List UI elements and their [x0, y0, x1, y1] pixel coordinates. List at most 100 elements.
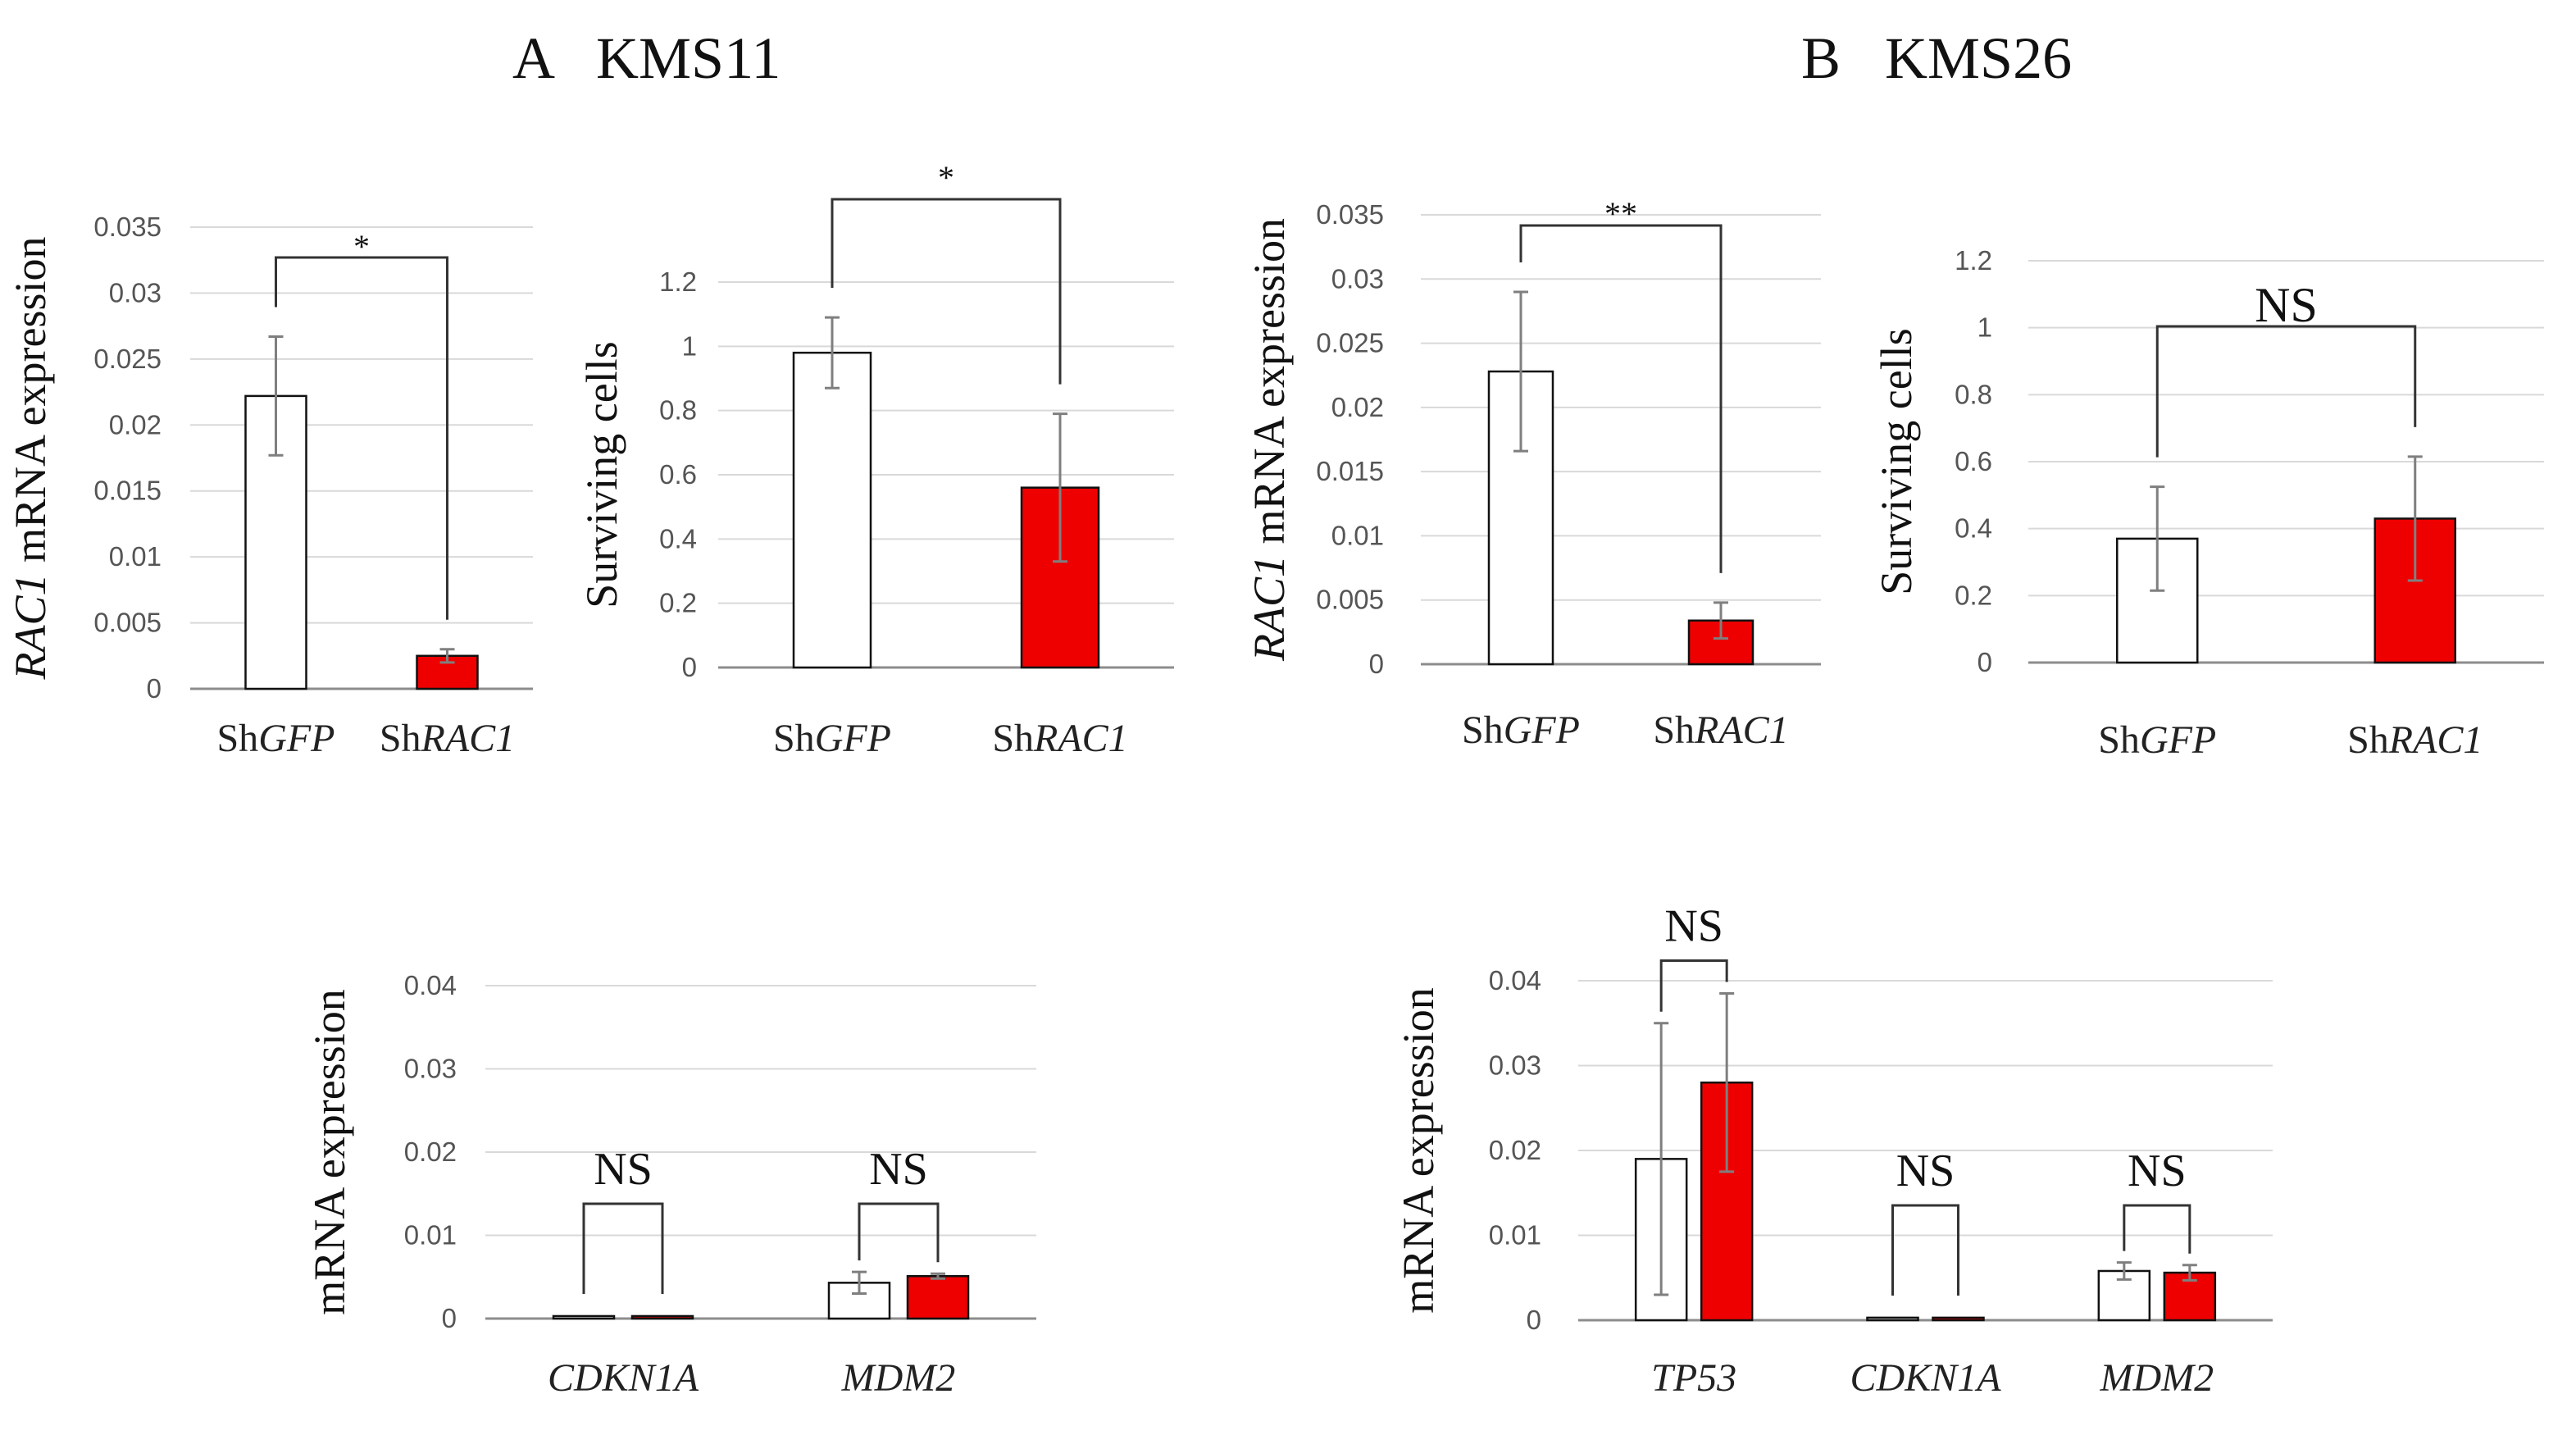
y-tick-label: 0.02 [404, 1137, 457, 1167]
significance-bracket [1659, 959, 1728, 1012]
y-tick-label: 0.4 [1955, 513, 1992, 544]
significance-bracket [582, 1202, 664, 1294]
y-axis-label-gene: RAC1 [6, 574, 55, 681]
x-category-label-part: Sh [2098, 718, 2140, 762]
y-tick-label: 0.005 [93, 608, 162, 638]
significance-label: * [353, 228, 370, 265]
y-tick-label: 1.2 [659, 266, 697, 297]
bar-knockdown [1932, 1316, 1985, 1322]
y-tick-label: 0.03 [1489, 1050, 1541, 1081]
y-tick-label: 0.2 [1955, 580, 1992, 610]
x-category-label: ShRAC1 [2347, 718, 2483, 762]
x-category-label-part: RAC1 [1033, 717, 1128, 760]
x-category-label-part: Sh [992, 717, 1034, 760]
x-category-label-part: GFP [815, 717, 891, 760]
y-axis-label: RAC1 mRNA expression [6, 237, 55, 681]
y-tick-label: 1 [682, 330, 697, 361]
panel-a-title: A KMS11 [512, 25, 781, 91]
x-category-label: CDKN1A [548, 1356, 699, 1400]
significance-bracket [2155, 325, 2417, 458]
x-category-label: TP53 [1651, 1356, 1736, 1400]
x-category-label-part: Sh [216, 717, 258, 760]
y-axis-label: RAC1 mRNA expression [1245, 218, 1294, 662]
bar-knockdown [630, 1314, 694, 1320]
y-tick-label: 0.4 [659, 523, 697, 554]
y-tick-label: 0.8 [1955, 379, 1992, 409]
bar-knockdown [1687, 619, 1755, 666]
significance-label: * [938, 159, 954, 196]
significance-label: NS [1896, 1146, 1955, 1196]
y-tick-label: 1.2 [1955, 245, 1992, 276]
y-axis-label: Surviving cells [1872, 328, 1921, 594]
significance-bracket [1519, 224, 1723, 573]
significance-label: NS [2128, 1146, 2187, 1196]
significance-bracket [275, 256, 448, 620]
x-category-label: ShGFP [773, 717, 891, 760]
x-category-label-part: Sh [1653, 708, 1695, 752]
y-tick-label: 0.02 [1489, 1135, 1541, 1165]
significance-bracket [1891, 1204, 1959, 1296]
x-category-label: ShGFP [2098, 718, 2216, 762]
y-tick-label: 0.6 [659, 459, 697, 490]
x-category-label-part: RAC1 [1694, 708, 1789, 752]
x-category-label: ShRAC1 [380, 717, 515, 760]
y-tick-label: 0.005 [1316, 585, 1384, 615]
y-tick-label: 0.6 [1955, 446, 1992, 476]
y-tick-label: 0 [1369, 649, 1384, 679]
significance-bracket [858, 1202, 940, 1263]
y-axis-label-text: mRNA expression [1245, 218, 1294, 555]
y-tick-label: 0.01 [1331, 520, 1384, 550]
y-tick-label: 0 [682, 652, 697, 682]
x-category-label-part: GFP [258, 717, 335, 760]
bar-control [2097, 1269, 2151, 1322]
significance-bracket [831, 198, 1062, 385]
y-axis-label: mRNA expression [1394, 987, 1443, 1314]
bar-knockdown [2163, 1271, 2217, 1322]
x-category-label: ShGFP [216, 717, 335, 760]
y-tick-label: 0 [147, 673, 162, 704]
y-tick-label: 0.035 [93, 212, 162, 242]
x-category-label-part: GFP [1504, 708, 1580, 752]
y-axis-label-gene: RAC1 [1245, 555, 1294, 662]
significance-label: NS [1664, 901, 1723, 952]
x-category-label: ShRAC1 [992, 717, 1127, 760]
x-category-label-part: Sh [2347, 718, 2389, 762]
y-axis-label: Surviving cells [577, 341, 626, 608]
y-axis-label-text: Surviving cells [577, 341, 626, 608]
bar-control [792, 351, 872, 669]
x-category-label-part: RAC1 [421, 717, 516, 760]
y-tick-label: 0.02 [109, 409, 162, 440]
y-tick-label: 0.01 [404, 1220, 457, 1250]
y-tick-label: 0.02 [1331, 392, 1384, 422]
x-category-label: MDM2 [2100, 1356, 2214, 1400]
y-tick-label: 0.04 [404, 970, 457, 1000]
significance-label: NS [594, 1144, 653, 1195]
y-tick-label: 0.8 [659, 395, 697, 426]
x-category-label-part: Sh [1462, 708, 1504, 752]
x-category-label: ShRAC1 [1653, 708, 1788, 752]
y-tick-label: 0.03 [1331, 263, 1384, 294]
x-category-label-part: Sh [773, 717, 815, 760]
y-axis-label: mRNA expression [305, 989, 354, 1315]
y-tick-label: 0.025 [93, 344, 162, 374]
x-category-label: CDKN1A [1850, 1356, 2001, 1400]
y-tick-label: 0.035 [1316, 199, 1384, 230]
y-tick-label: 0 [1978, 647, 1992, 677]
y-tick-label: 0.015 [1316, 456, 1384, 486]
significance-label: ** [1604, 195, 1637, 232]
x-category-label: MDM2 [841, 1356, 956, 1400]
y-tick-label: 0.2 [659, 588, 697, 618]
x-category-label-part: RAC1 [2388, 718, 2483, 762]
y-tick-label: 0.03 [109, 277, 162, 308]
y-tick-label: 0.04 [1489, 965, 1541, 995]
y-tick-label: 0.03 [404, 1054, 457, 1084]
y-tick-label: 1 [1978, 312, 1992, 343]
y-axis-label-text: Surviving cells [1872, 328, 1921, 594]
y-tick-label: 0.01 [109, 541, 162, 572]
panel-b-title: B KMS26 [1801, 25, 2073, 91]
y-tick-label: 0.015 [93, 476, 162, 506]
bar-control [552, 1314, 616, 1320]
x-category-label-part: GFP [2140, 718, 2216, 762]
